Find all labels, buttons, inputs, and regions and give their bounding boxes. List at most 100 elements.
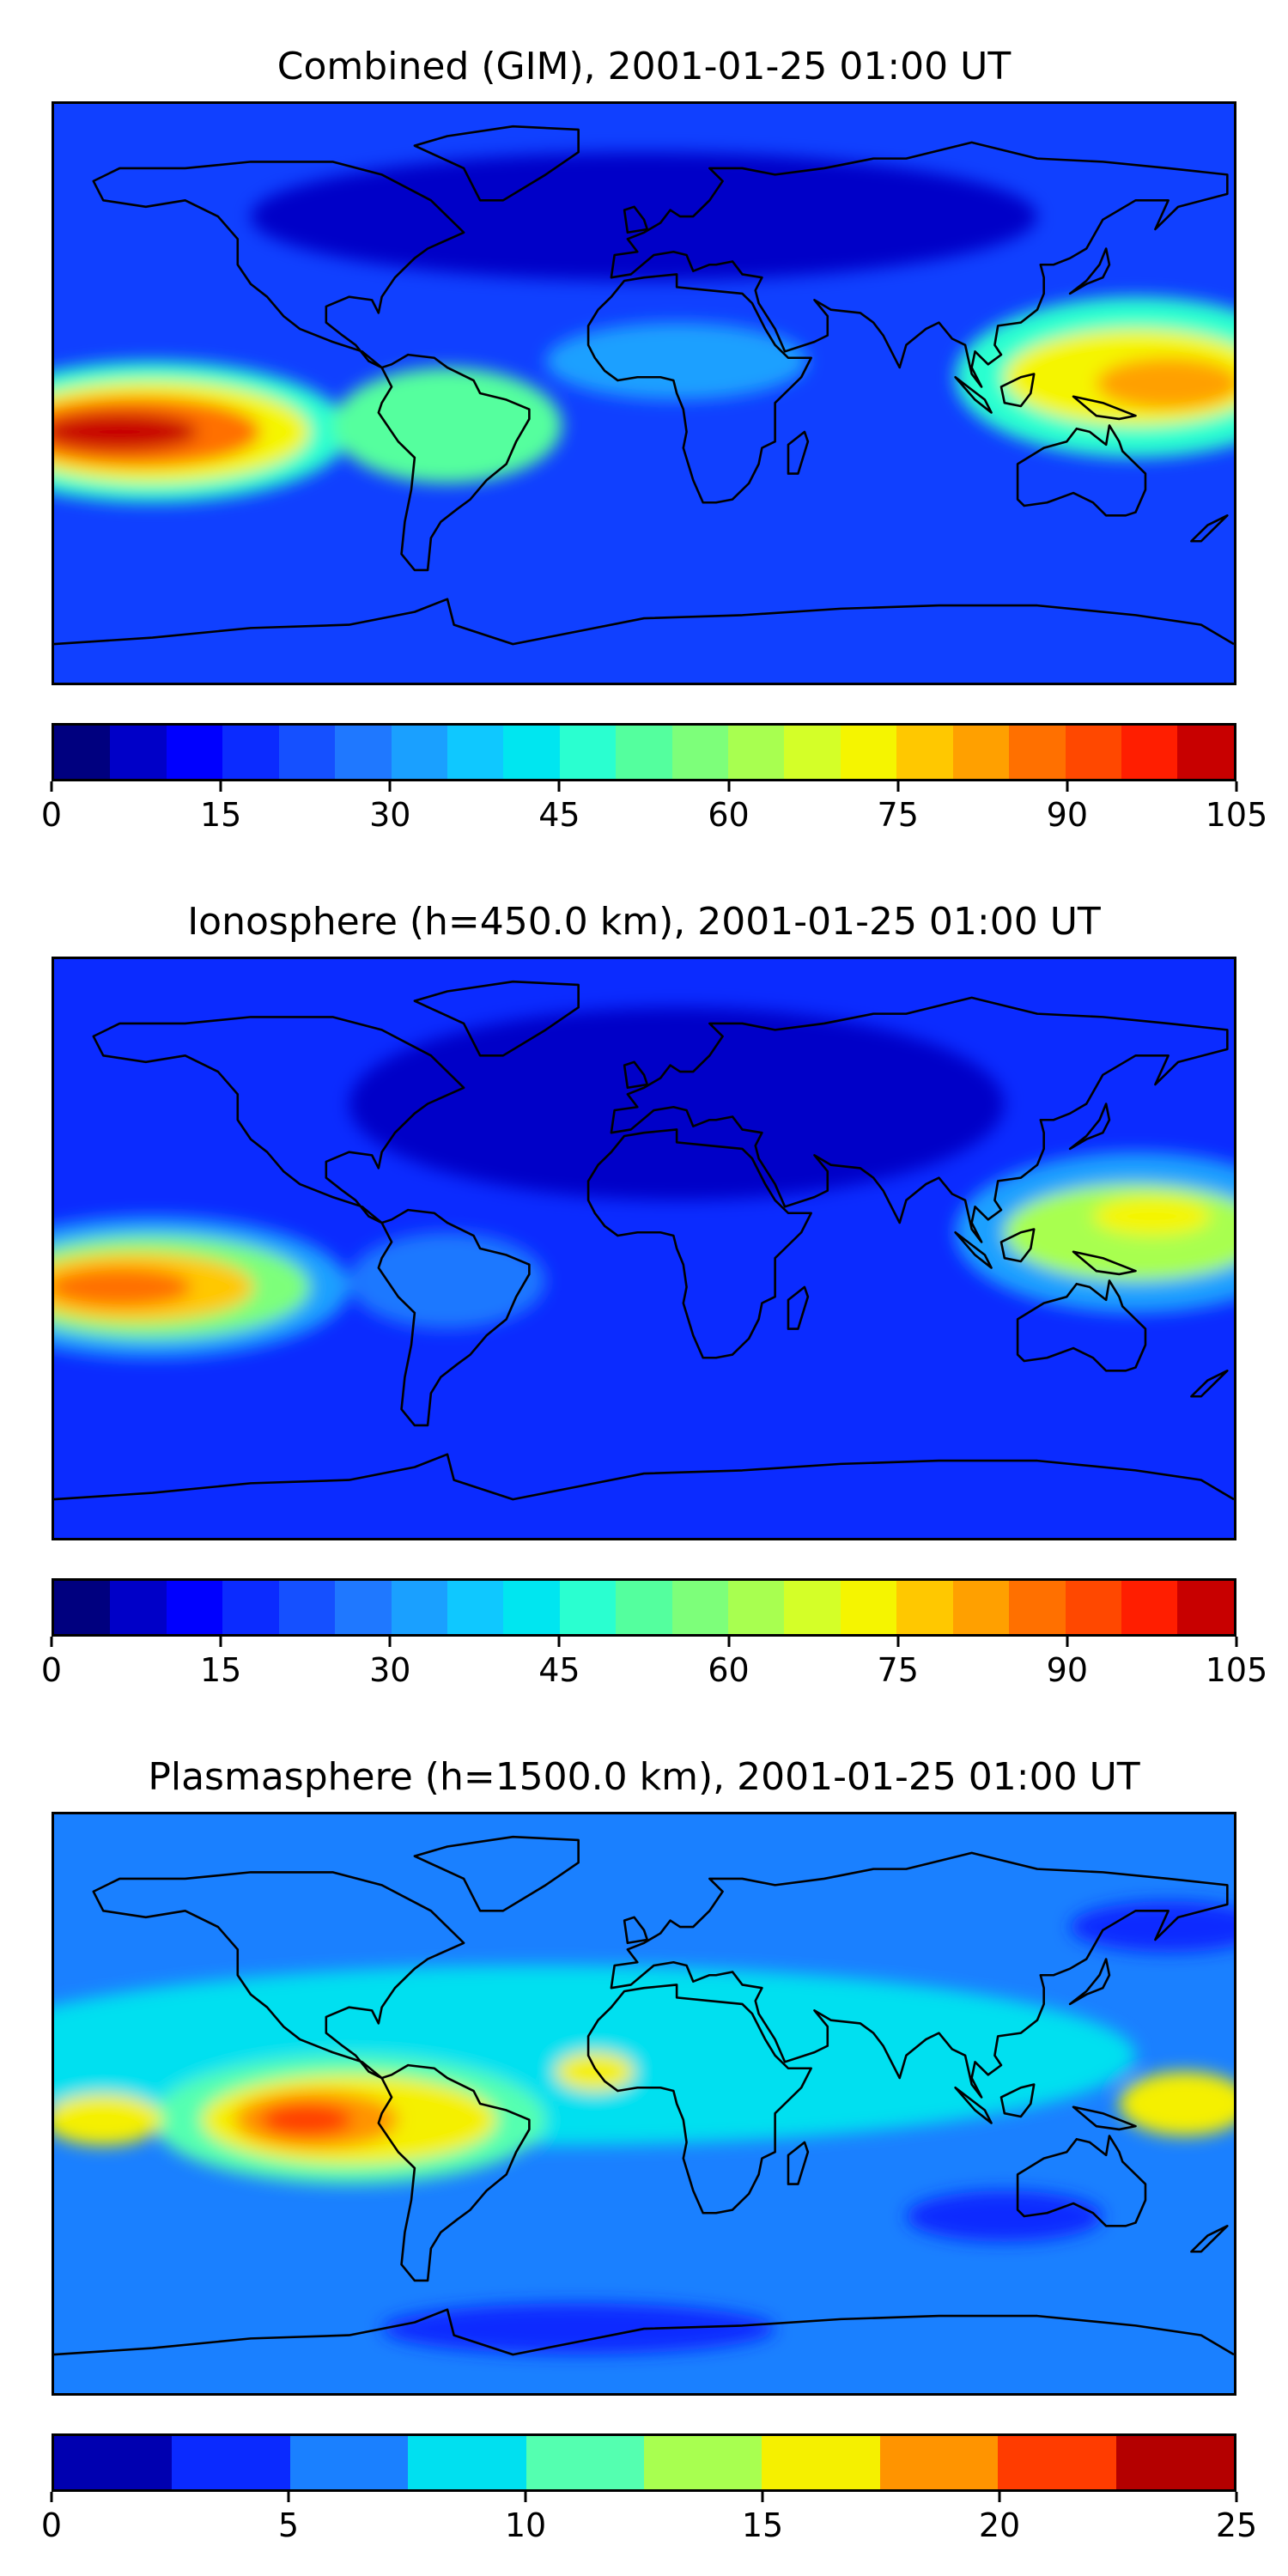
- colorbar-segment-13: [784, 726, 841, 779]
- colorbar-tick: [50, 1637, 53, 1647]
- colorbar-tick-label: 20: [978, 2506, 1021, 2544]
- colorbar-tick: [1235, 781, 1238, 792]
- coastline-new-guinea: [1072, 2105, 1137, 2131]
- colorbar-segment-3: [222, 726, 279, 779]
- coastline-south-america: [377, 353, 531, 572]
- tec-contour-6: [1119, 2071, 1234, 2136]
- coastline-madagascar: [787, 2141, 810, 2185]
- colorbar-tick: [287, 2492, 290, 2502]
- colorbar-tick: [50, 781, 53, 792]
- colorbar-tick: [524, 2492, 527, 2502]
- coastline-south-america: [377, 1208, 531, 1427]
- coastline-new-zealand: [1190, 1370, 1229, 1398]
- map-ionosphere: [52, 957, 1236, 1540]
- coastline-antarctica: [54, 2308, 1234, 2356]
- colorbar-segment-19: [1121, 1581, 1178, 1634]
- colorbar-tick: [896, 1637, 900, 1647]
- colorbar-tick: [388, 1637, 392, 1647]
- colorbar-segment-1: [110, 726, 167, 779]
- colorbar-segment-4: [278, 1581, 336, 1634]
- tec-contour-4: [260, 2104, 353, 2136]
- coastline-borneo: [999, 373, 1036, 408]
- tec-contour-8: [545, 322, 808, 400]
- colorbar-segment-18: [1065, 726, 1122, 779]
- coastline-south-america: [377, 2063, 531, 2282]
- colorbar-segment-12: [728, 1581, 785, 1634]
- tec-contour-7: [349, 1007, 1005, 1200]
- colorbar-segment-8: [503, 1581, 560, 1634]
- coastline-new-guinea: [1072, 1250, 1137, 1276]
- tec-contour-9: [251, 152, 1037, 281]
- colorbar-tick-label: 15: [741, 2506, 784, 2544]
- tec-contour-3: [54, 1267, 192, 1307]
- colorbar-tick: [219, 1637, 222, 1647]
- coastline-borneo: [999, 1228, 1036, 1263]
- colorbar-combined: [52, 723, 1236, 781]
- colorbar-segment-1: [110, 1581, 167, 1634]
- colorbar-segment-5: [335, 726, 392, 779]
- coastline-antarctica: [54, 1453, 1234, 1501]
- colorbar-tick-label: 5: [277, 2506, 300, 2544]
- colorbar-tick-label: 0: [40, 2506, 63, 2544]
- colorbar-plasmasphere: [52, 2433, 1236, 2492]
- map-plasmasphere: [52, 1812, 1236, 2396]
- tec-contour-5: [54, 2093, 162, 2146]
- colorbar-segment-15: [896, 726, 953, 779]
- tec-contour-6: [1096, 357, 1234, 410]
- colorbar-segment-0: [54, 726, 111, 779]
- colorbar-tick-label: 75: [877, 1651, 919, 1689]
- colorbar-tick-label: 105: [1205, 796, 1268, 834]
- map-combined: [52, 101, 1236, 685]
- colorbar-segment-19: [1121, 726, 1178, 779]
- tec-contour-7: [332, 368, 562, 483]
- colorbar-tick: [219, 781, 222, 792]
- colorbar-segment-14: [840, 1581, 897, 1634]
- tec-field-ionosphere: [54, 959, 1234, 1538]
- colorbar-segment-9: [559, 726, 617, 779]
- colorbar-segment-10: [616, 726, 672, 779]
- colorbar-tick-label: 60: [708, 1651, 750, 1689]
- colorbar-tick-label: 30: [369, 1651, 411, 1689]
- colorbar-segment-17: [1009, 726, 1066, 779]
- colorbar-tick: [761, 2492, 764, 2502]
- coastline-greenland: [413, 980, 580, 1057]
- colorbar-tick-label: 105: [1205, 1651, 1268, 1689]
- colorbar-segment-13: [784, 1581, 841, 1634]
- colorbar-tick-label: 10: [504, 2506, 547, 2544]
- coastline-borneo: [999, 2083, 1036, 2118]
- colorbar-segment-9: [1115, 2436, 1234, 2489]
- coastline-antarctica: [54, 598, 1234, 646]
- panel-title-combined: Combined (GIM), 2001-01-25 01:00 UT: [276, 45, 1012, 88]
- colorbar-tick: [1235, 1637, 1238, 1647]
- colorbar-segment-0: [54, 1581, 111, 1634]
- colorbar-tick-label: 30: [369, 796, 411, 834]
- colorbar-tick-label: 0: [40, 1651, 63, 1689]
- tec-field-combined: [54, 104, 1234, 683]
- tec-field-plasmasphere: [54, 1814, 1234, 2393]
- colorbar-tick: [388, 781, 392, 792]
- colorbar-tick-label: 90: [1046, 796, 1089, 834]
- colorbar-tick: [1066, 781, 1069, 792]
- coastline-greenland: [413, 1835, 580, 1912]
- colorbar-segment-20: [1177, 1581, 1234, 1634]
- coastline-north-america: [92, 161, 465, 369]
- colorbar-segment-18: [1065, 1581, 1122, 1634]
- colorbar-segment-12: [728, 726, 785, 779]
- coastline-north-america: [92, 1871, 465, 2080]
- panel-title-ionosphere: Ionosphere (h=450.0 km), 2001-01-25 01:0…: [187, 900, 1101, 944]
- tec-contour-6: [1092, 1197, 1212, 1236]
- coastline-eurasia: [610, 1851, 1229, 2099]
- coastline-sumatra: [954, 1230, 993, 1269]
- colorbar-ticks-plasmasphere: 0 5 10 15 20 25: [41, 2492, 1257, 2544]
- colorbar-segment-5: [644, 2436, 762, 2489]
- coastline-new-zealand: [1190, 2225, 1229, 2253]
- colorbar-tick: [557, 781, 561, 792]
- colorbar-segment-2: [166, 1581, 223, 1634]
- colorbar-segment-8: [503, 726, 560, 779]
- colorbar-segment-2: [166, 726, 223, 779]
- panel-title-plasmasphere: Plasmasphere (h=1500.0 km), 2001-01-25 0…: [148, 1755, 1140, 1799]
- coastline-japan: [1068, 247, 1111, 295]
- colorbar-segment-3: [222, 1581, 279, 1634]
- coastline-north-america: [92, 1016, 465, 1224]
- colorbar-segment-15: [896, 1581, 953, 1634]
